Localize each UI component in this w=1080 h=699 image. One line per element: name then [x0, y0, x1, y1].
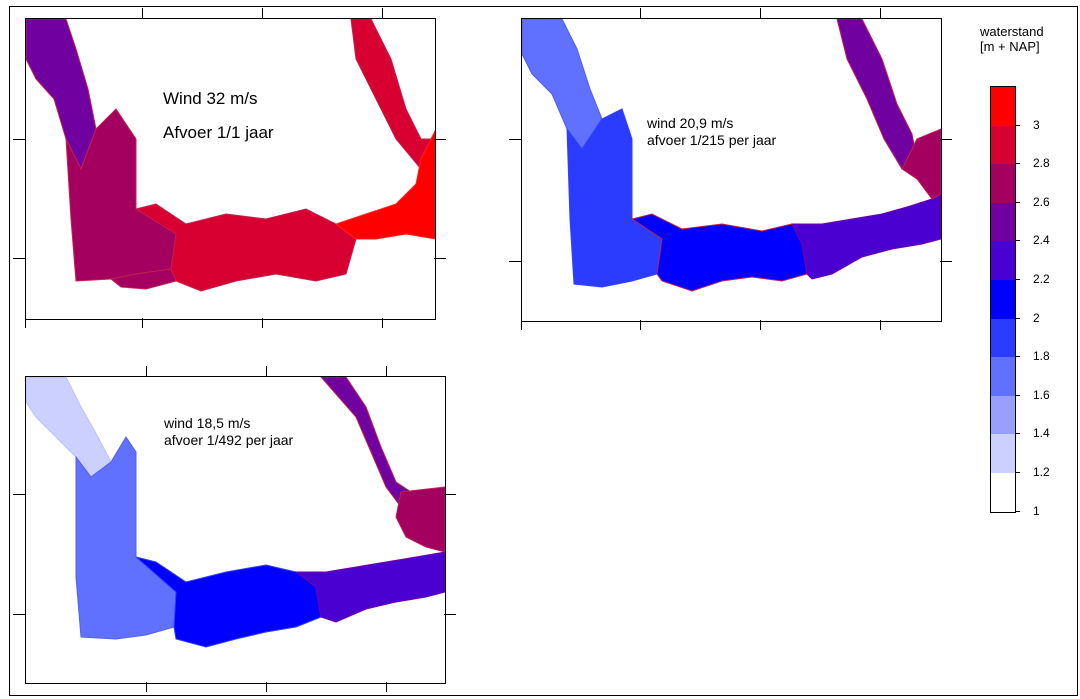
legend-color-cell	[991, 279, 1015, 319]
water-level-map-2	[522, 19, 941, 292]
legend-tick	[1015, 279, 1020, 280]
legend-color-cell	[991, 87, 1015, 126]
legend-value-label: 2	[1033, 311, 1040, 325]
south-channel	[630, 213, 808, 292]
water-level-map-1	[26, 19, 435, 292]
southeast-channel	[294, 551, 445, 623]
map-panel-2: wind 20,9 m/s afvoer 1/215 per jaar	[521, 18, 942, 322]
legend-value-label: 2.4	[1033, 233, 1050, 247]
east-inlet	[901, 128, 941, 200]
tick	[262, 318, 263, 328]
tick	[382, 8, 383, 18]
northeast-channel	[320, 377, 412, 508]
northeast-channel	[350, 19, 435, 170]
legend-tick	[1015, 163, 1020, 164]
legend-tick	[1015, 318, 1020, 319]
legend-title-line1: waterstand	[980, 24, 1044, 39]
panel-3-wind-label: wind 18,5 m/s	[164, 415, 251, 431]
tick	[142, 318, 143, 328]
tick	[266, 366, 267, 376]
tick	[760, 320, 761, 330]
legend-tick	[1015, 356, 1020, 357]
tick	[940, 139, 952, 140]
legend-tick	[1015, 202, 1020, 203]
legend-value-label: 2.6	[1033, 195, 1050, 209]
legend-tick	[1015, 240, 1020, 241]
legend-color-cell	[991, 164, 1015, 203]
legend-color-cell	[991, 472, 1015, 512]
legend-value-label: 1.6	[1033, 388, 1050, 402]
tick	[386, 682, 387, 692]
legend-color-cell	[991, 241, 1015, 280]
legend-color-cell	[991, 434, 1015, 473]
tick	[13, 139, 25, 140]
tick	[444, 614, 456, 615]
northwest-channel	[26, 377, 112, 478]
panel-3-discharge-label: afvoer 1/492 per jaar	[164, 432, 294, 448]
legend-value-label: 1.4	[1033, 426, 1050, 440]
tick	[13, 494, 25, 495]
legend-value-label: 3	[1033, 118, 1040, 132]
tick	[262, 8, 263, 18]
legend-title-line2: [m + NAP]	[980, 39, 1040, 54]
northeast-channel	[836, 19, 918, 170]
tick	[444, 494, 456, 495]
panel-1-discharge-label: Afvoer 1/1 jaar	[163, 123, 274, 142]
tick	[13, 258, 25, 259]
tick	[13, 614, 25, 615]
color-scale-bar	[990, 86, 1016, 513]
legend-value-label: 2.8	[1033, 156, 1050, 170]
tick	[640, 8, 641, 18]
legend-tick	[1015, 395, 1020, 396]
tick	[266, 682, 267, 692]
panel-2-wind-label: wind 20,9 m/s	[647, 115, 734, 131]
northwest-channel	[26, 19, 97, 171]
northwest-channel	[522, 19, 603, 150]
tick	[880, 320, 881, 330]
tick	[434, 258, 446, 259]
tick	[386, 366, 387, 376]
legend-color-cell	[991, 395, 1015, 435]
south-channel	[135, 556, 322, 648]
legend-tick	[1015, 125, 1020, 126]
water-level-map-3	[26, 377, 445, 648]
legend-value-label: 1.2	[1033, 465, 1050, 479]
tick	[146, 682, 147, 692]
legend-tick	[1015, 511, 1020, 512]
legend-tick	[1015, 433, 1020, 434]
tick	[434, 139, 446, 140]
legend-title: waterstand [m + NAP]	[980, 24, 1044, 54]
legend-value-label: 1.8	[1033, 349, 1050, 363]
map-panel-3: wind 18,5 m/s afvoer 1/492 per jaar	[25, 376, 446, 684]
tick	[760, 8, 761, 18]
legend-color-cell	[991, 318, 1015, 358]
panel-1-wind-label: Wind 32 m/s	[163, 89, 258, 108]
southeast-channel	[791, 193, 941, 280]
east-inlet	[395, 486, 445, 553]
panel-2-discharge-label: afvoer 1/215 per jaar	[647, 132, 777, 148]
tick	[142, 8, 143, 18]
tick	[521, 320, 522, 330]
legend-tick	[1015, 472, 1020, 473]
legend-color-cell	[991, 357, 1015, 396]
tick	[940, 261, 952, 262]
legend-color-cell	[991, 125, 1015, 165]
figure-frame	[9, 6, 1078, 696]
tick	[382, 318, 383, 328]
southwest-blob	[109, 268, 177, 290]
tick	[146, 366, 147, 376]
legend-value-label: 1	[1033, 504, 1040, 518]
east-inlet	[334, 129, 435, 240]
tick	[509, 261, 521, 262]
tick	[640, 320, 641, 330]
tick	[509, 139, 521, 140]
legend-color-cell	[991, 202, 1015, 242]
map-panel-1: Wind 32 m/s Afvoer 1/1 jaar	[25, 18, 436, 320]
tick	[880, 8, 881, 18]
tick	[25, 318, 26, 328]
legend-value-label: 2.2	[1033, 272, 1050, 286]
